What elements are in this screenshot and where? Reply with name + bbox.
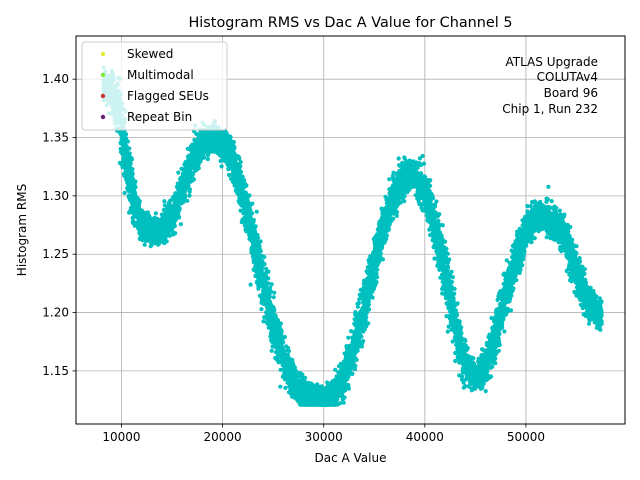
data-point xyxy=(238,208,243,213)
data-point xyxy=(387,177,392,182)
data-point xyxy=(226,172,232,178)
data-point xyxy=(187,193,192,198)
data-point xyxy=(454,302,459,307)
data-point xyxy=(502,329,507,334)
data-point xyxy=(173,191,178,196)
data-point xyxy=(355,304,360,309)
data-point xyxy=(219,164,224,169)
data-point xyxy=(142,242,147,247)
data-point xyxy=(333,367,338,372)
data-point xyxy=(394,213,399,218)
data-point xyxy=(545,197,551,202)
data-point xyxy=(140,238,145,243)
data-point xyxy=(445,329,450,334)
data-point xyxy=(508,308,514,313)
data-point xyxy=(420,153,425,159)
data-point xyxy=(284,344,289,349)
data-point xyxy=(450,275,455,280)
data-point xyxy=(504,258,509,263)
data-point xyxy=(515,232,520,237)
data-point xyxy=(443,239,448,244)
data-point xyxy=(264,266,269,271)
data-point xyxy=(153,211,158,216)
data-point xyxy=(453,358,458,364)
data-point xyxy=(176,170,181,175)
data-point xyxy=(581,312,586,317)
data-point xyxy=(367,307,372,312)
data-point xyxy=(269,348,274,353)
data-point xyxy=(544,235,549,240)
data-point xyxy=(417,156,422,161)
data-point xyxy=(238,160,243,165)
data-point xyxy=(254,209,259,214)
data-point xyxy=(286,349,291,354)
data-point xyxy=(256,286,261,291)
data-point xyxy=(525,204,530,209)
data-point xyxy=(178,222,183,227)
data-point xyxy=(391,170,396,175)
data-point xyxy=(380,257,385,262)
data-points xyxy=(101,65,604,407)
data-point xyxy=(459,377,465,382)
data-point xyxy=(271,295,276,300)
data-point xyxy=(443,296,449,301)
data-point xyxy=(549,199,554,204)
data-point xyxy=(396,156,401,161)
data-point xyxy=(122,190,127,196)
data-point xyxy=(413,193,418,198)
data-point xyxy=(480,347,485,352)
data-point xyxy=(191,177,196,182)
data-point xyxy=(453,350,458,356)
data-point xyxy=(407,158,412,163)
